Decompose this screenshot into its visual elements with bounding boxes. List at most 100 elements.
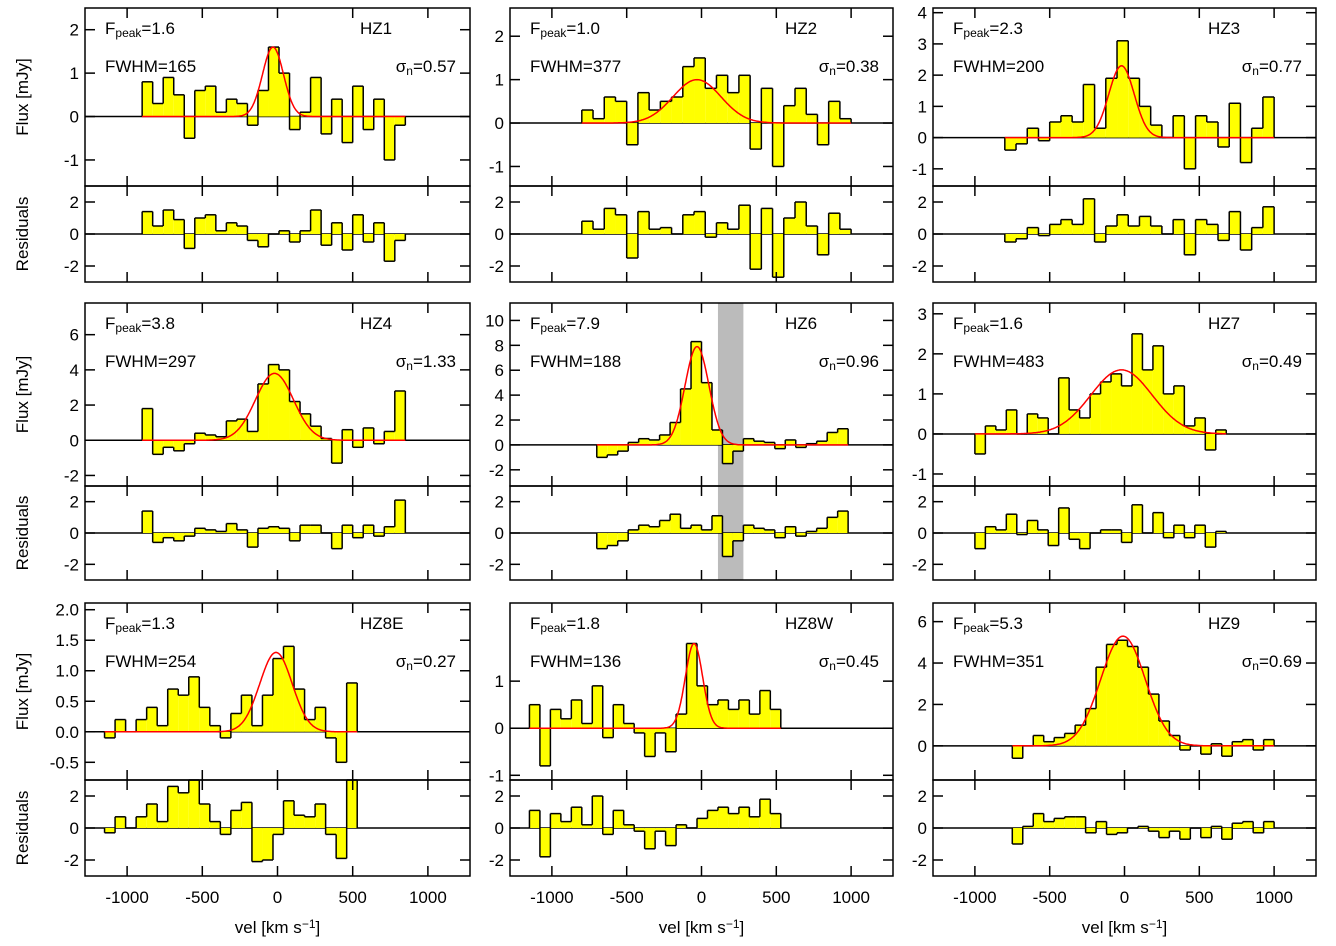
y-tick-label: -2 [489,257,504,276]
x-tick-label: 0 [697,888,706,907]
bar [220,828,231,835]
panel-title: HZ8W [785,614,833,633]
fpeak-label-part: 7.9 [576,314,600,333]
y-tick-label: 2 [918,695,927,714]
bar [1173,385,1185,434]
x-axis-label-part: vel [km s [659,918,726,937]
x-axis-label-part: −1 [726,917,740,931]
fwhm-label-part: FWHM [530,57,583,76]
fpeak-label-part: 1.6 [999,314,1023,333]
bar [294,689,305,732]
bar [1194,525,1206,533]
bar [1232,741,1243,746]
fpeak-label-part: 1.3 [151,614,175,633]
sigma-label-part: n [829,359,836,373]
fwhm-label: FWHM=188 [530,352,621,371]
fpeak-label: Fpeak=1.3 [105,614,175,635]
x-tick-label: 0 [1120,888,1129,907]
sigma-label-part: 0.69 [1269,652,1302,671]
fwhm-label-part: = [583,652,593,671]
bar [974,533,986,549]
x-tick-label: -500 [610,888,644,907]
bar [1004,137,1017,151]
x-tick-label: 500 [339,888,367,907]
bar [1150,125,1162,138]
bar [670,422,681,445]
bar [215,230,227,234]
bar [615,101,627,124]
panel-title: HZ7 [1208,314,1240,333]
y-tick-label: 6 [70,326,79,345]
bar [136,719,147,732]
bar [1072,224,1084,234]
x-axis-label: vel [km s−1] [235,917,320,937]
bar [352,86,364,117]
fwhm-label-part: FWHM [953,352,1006,371]
bar [738,205,751,234]
bar [770,813,781,828]
y-tick-label: 1.5 [55,631,79,650]
y-axis-label: Flux [mJy] [13,58,32,135]
bar [384,431,395,441]
bar [581,221,594,234]
bar [1173,219,1185,234]
bar [1253,745,1264,750]
panel-title: HZ3 [1208,19,1240,38]
bar [592,796,603,828]
bar [711,515,723,533]
bar [115,816,126,828]
bar [1121,533,1132,543]
bar [336,731,347,763]
bar [593,118,605,124]
y-tick-label: 0 [495,114,504,133]
y-tick-label: -1 [64,151,79,170]
bar [649,526,660,533]
bar [1205,533,1216,548]
y-tick-label: 2 [918,787,927,806]
bar [722,533,733,557]
bar [1096,667,1107,746]
bar [817,234,829,255]
sigma-label-part: = [1259,652,1269,671]
bar [346,682,358,732]
bar [707,810,718,828]
y-tick-label: 6 [918,613,927,632]
bar [262,828,273,860]
bar [226,222,237,234]
bar [315,804,326,828]
bar [694,57,706,124]
bar [1240,137,1252,163]
bar [384,234,395,262]
sigma-label: σn=1.33 [396,352,456,373]
bar [1054,818,1065,828]
y-tick-label: 1 [918,97,927,116]
sigma-label-part: 0.45 [846,652,879,671]
bar [1016,137,1028,144]
y-tick-label: -2 [489,461,504,480]
bar [761,88,773,124]
fpeak-label-part: = [566,314,576,333]
bar [529,810,540,828]
y-tick-label: 0 [70,819,79,838]
bar [1004,234,1017,242]
sigma-label-part: = [836,652,846,671]
bar [732,444,744,452]
bar [732,533,744,541]
bar [331,533,343,549]
bar [634,828,645,832]
bar [1085,828,1097,833]
y-tick-label: -2 [912,851,927,870]
y-tick-label: 2 [70,396,79,415]
y-tick-label: 1 [918,385,927,404]
bar [1169,828,1180,832]
fpeak-label-part: F [105,614,115,633]
y-tick-label: 2 [495,27,504,46]
y-tick-label: 0.0 [55,723,79,742]
sigma-label-part: = [1259,57,1269,76]
bar [310,77,322,117]
bar [163,210,174,234]
fwhm-label-part: 188 [593,352,621,371]
y-tick-label: 0 [495,436,504,455]
x-axis-label-part: vel [km s [1082,918,1149,937]
bar [596,533,608,549]
